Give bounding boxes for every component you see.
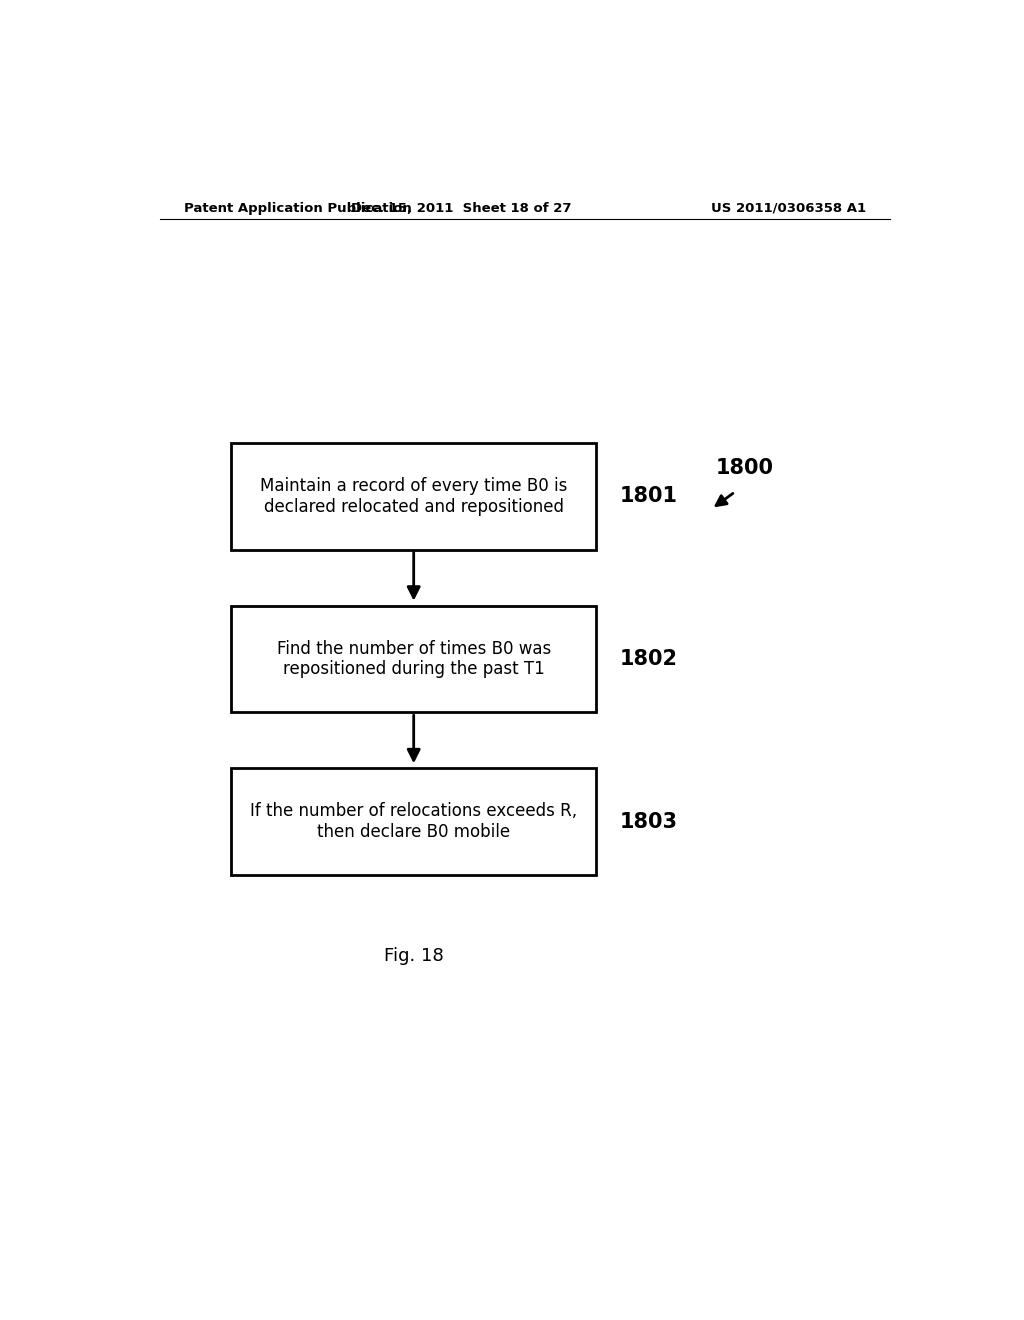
Text: If the number of relocations exceeds R,
then declare B0 mobile: If the number of relocations exceeds R, … (250, 803, 578, 841)
FancyBboxPatch shape (231, 606, 596, 713)
Text: 1801: 1801 (621, 486, 678, 507)
Text: Find the number of times B0 was
repositioned during the past T1: Find the number of times B0 was repositi… (276, 640, 551, 678)
FancyBboxPatch shape (231, 768, 596, 875)
Text: 1800: 1800 (715, 458, 773, 478)
Text: Patent Application Publication: Patent Application Publication (183, 202, 412, 215)
Text: Dec. 15, 2011  Sheet 18 of 27: Dec. 15, 2011 Sheet 18 of 27 (351, 202, 571, 215)
Text: 1802: 1802 (621, 649, 678, 669)
Text: US 2011/0306358 A1: US 2011/0306358 A1 (711, 202, 866, 215)
Text: 1803: 1803 (621, 812, 678, 832)
FancyBboxPatch shape (231, 444, 596, 549)
Text: Fig. 18: Fig. 18 (384, 948, 443, 965)
Text: Maintain a record of every time B0 is
declared relocated and repositioned: Maintain a record of every time B0 is de… (260, 477, 567, 516)
